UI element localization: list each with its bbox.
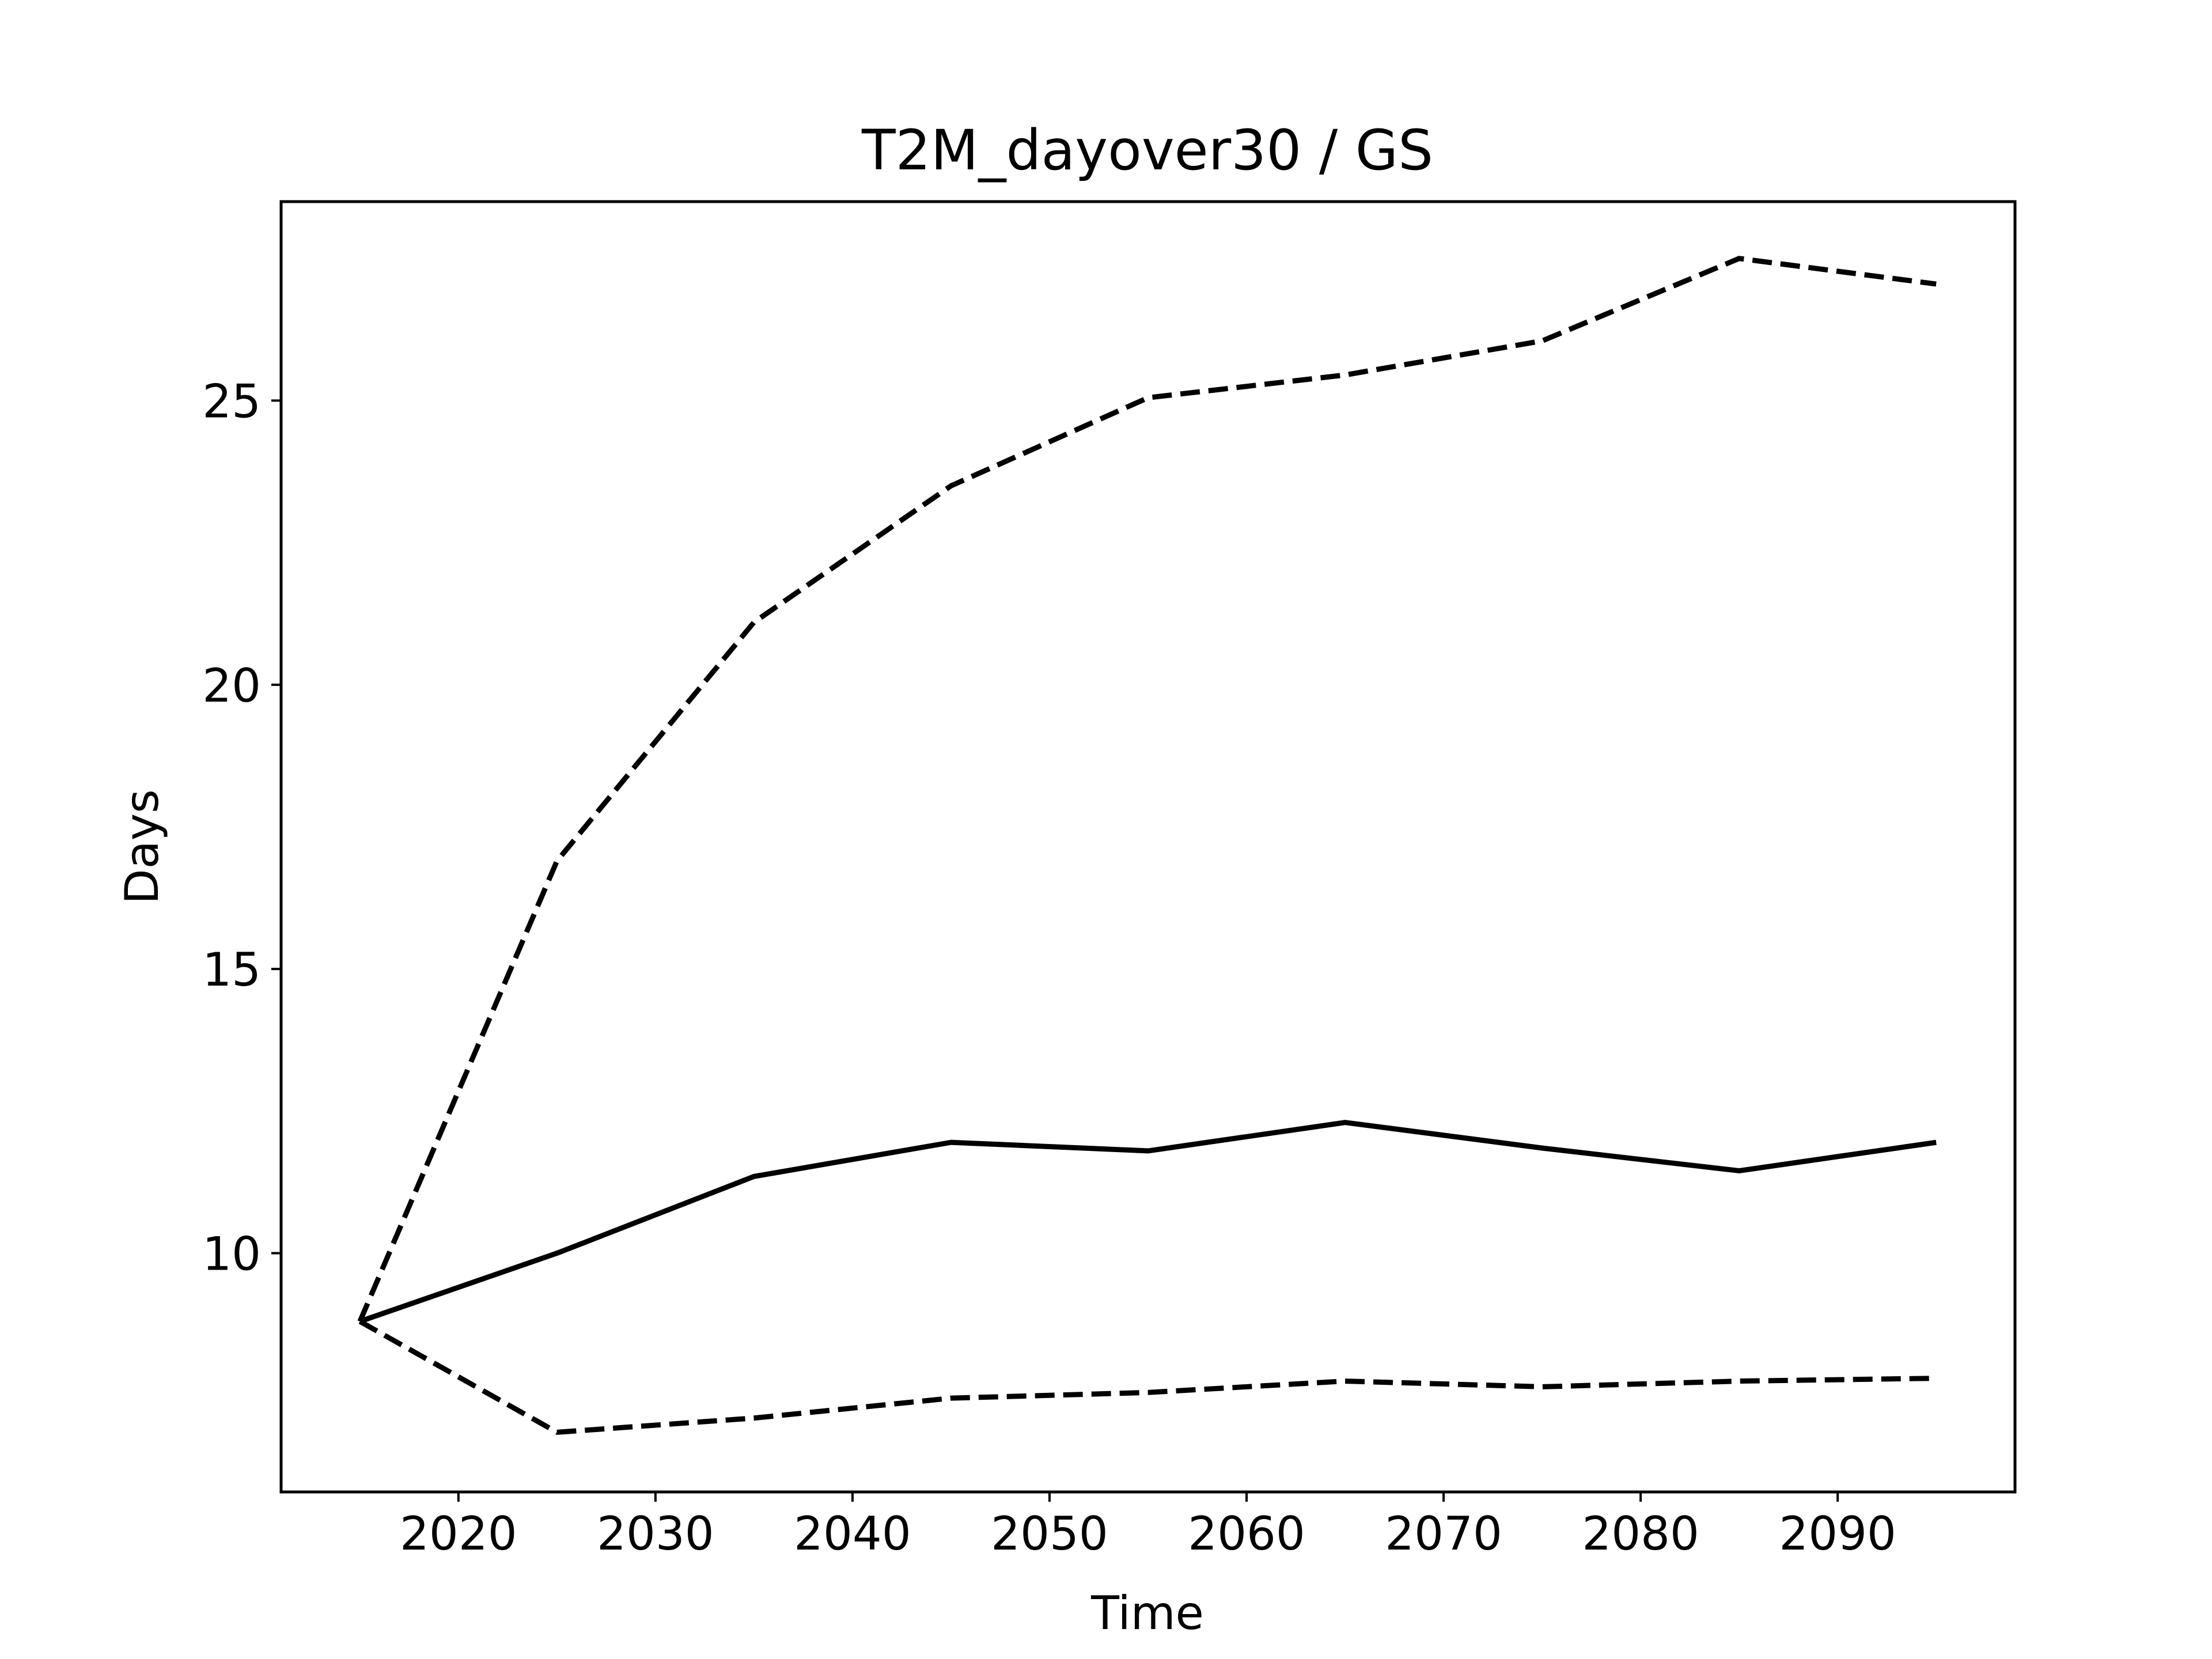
plot-area xyxy=(357,256,1937,1435)
x-tick-label: 2050 xyxy=(991,1507,1108,1560)
y-axis-label: Days xyxy=(115,789,169,904)
x-tick-label: 2080 xyxy=(1582,1507,1699,1560)
plot-frame xyxy=(279,200,2017,1494)
series-line-1 xyxy=(359,1120,1937,1324)
x-axis-label: Time xyxy=(1090,1586,1204,1640)
y-tick-label: 10 xyxy=(202,1228,261,1281)
x-tick-label: 2030 xyxy=(597,1507,714,1560)
y-tick-label: 25 xyxy=(202,374,261,428)
y-tick-label: 15 xyxy=(202,943,261,997)
y-tick-label: 20 xyxy=(202,659,261,713)
x-tick-label: 2060 xyxy=(1188,1507,1305,1560)
series-line-2 xyxy=(357,256,1937,1323)
x-tick-label: 2040 xyxy=(794,1507,911,1560)
x-tick-label: 2090 xyxy=(1779,1507,1896,1560)
x-tick-label: 2070 xyxy=(1385,1507,1502,1560)
x-axis: 2020 2030 2040 2050 2060 2070 2080 2090 xyxy=(400,1492,1896,1560)
chart-title: T2M_dayover30 / GS xyxy=(861,118,1433,183)
series-line-3 xyxy=(358,1319,1937,1435)
x-tick-label: 2020 xyxy=(400,1507,517,1560)
y-axis: 10 15 20 25 xyxy=(202,374,281,1281)
